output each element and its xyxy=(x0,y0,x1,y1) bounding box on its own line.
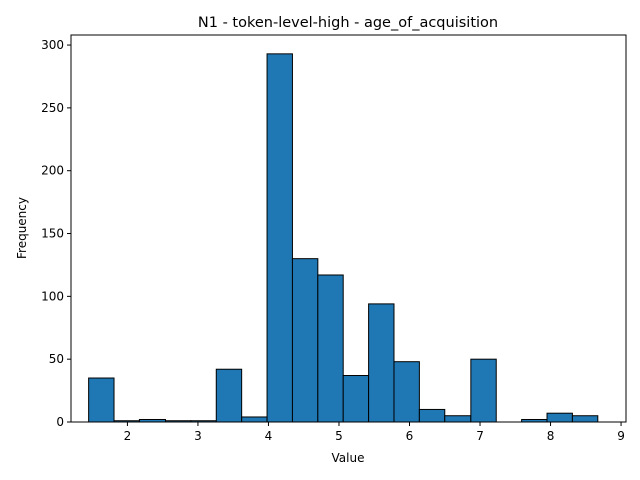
histogram-bar xyxy=(291,258,319,423)
histogram-bar xyxy=(571,415,599,423)
histogram-bar xyxy=(241,416,268,423)
y-tick-label: 250 xyxy=(41,101,64,115)
histogram-bar xyxy=(418,408,446,423)
x-tick-label: 3 xyxy=(194,429,202,443)
x-tick-label: 6 xyxy=(406,429,414,443)
y-tick-label: 300 xyxy=(41,38,64,52)
y-tick-label: 0 xyxy=(56,415,64,429)
x-tick-label: 9 xyxy=(617,429,625,443)
histogram-bar xyxy=(393,361,420,423)
x-axis-ticks: 2 3 4 5 6 7 8 9 xyxy=(124,422,625,443)
histogram-bar xyxy=(368,303,395,423)
x-tick-label: 8 xyxy=(547,429,555,443)
histogram-bar xyxy=(266,53,293,423)
bars-group xyxy=(88,53,599,423)
histogram-bar xyxy=(317,274,344,423)
histogram-bar xyxy=(215,368,243,423)
histogram-bar xyxy=(546,412,573,423)
y-tick-label: 200 xyxy=(41,164,64,178)
histogram-bar xyxy=(342,375,370,423)
y-tick-label: 100 xyxy=(41,289,64,303)
x-axis-label: Value xyxy=(332,451,365,465)
x-tick-label: 2 xyxy=(124,429,132,443)
x-tick-label: 5 xyxy=(335,429,343,443)
plot-frame xyxy=(70,34,627,423)
y-tick-label: 150 xyxy=(41,227,64,241)
x-tick-label: 4 xyxy=(265,429,273,443)
y-axis-label: Frequency xyxy=(15,197,29,259)
x-tick-label: 7 xyxy=(476,429,484,443)
y-axis-ticks: 0 50 100 150 200 250 300 xyxy=(41,38,71,429)
y-tick-label: 50 xyxy=(49,352,64,366)
chart-title: N1 - token-level-high - age_of_acquisiti… xyxy=(198,15,498,31)
histogram-bar xyxy=(444,415,472,423)
histogram-bar xyxy=(88,377,115,423)
histogram-bar xyxy=(470,358,497,423)
